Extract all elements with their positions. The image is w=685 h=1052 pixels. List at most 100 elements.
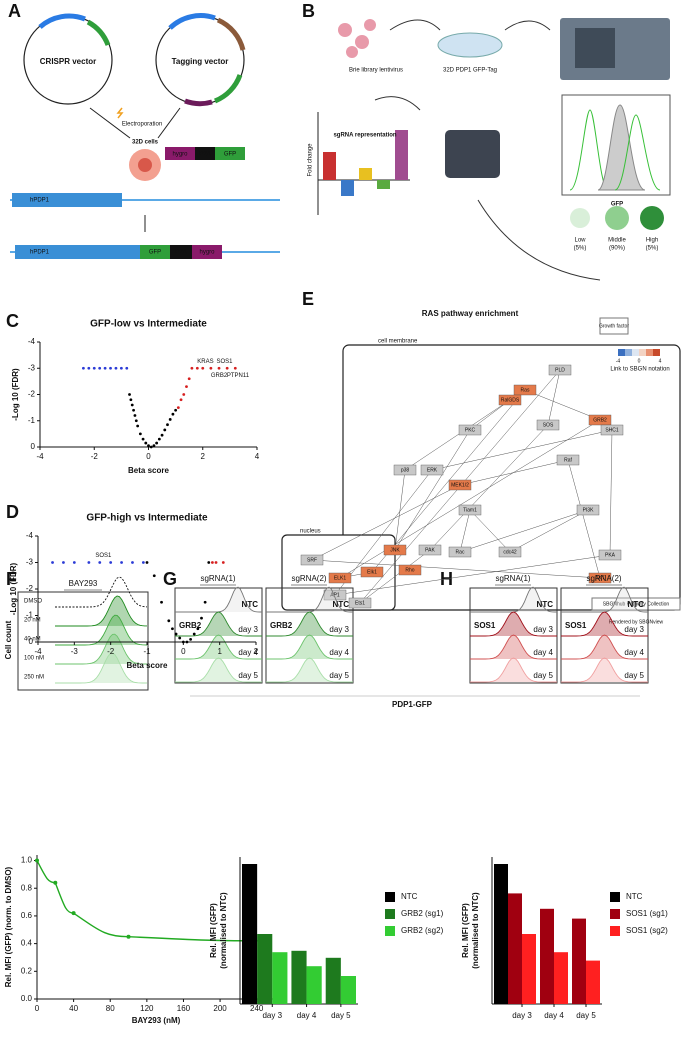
point [214,561,218,564]
x-tick-label: -4 [36,452,44,461]
x-axis-label: Beta score [127,661,168,670]
compartment-label: cell membrane [378,339,418,345]
x-tick-label: 4 [255,452,260,461]
node [448,546,472,558]
x-axis-label: Beta score [128,466,169,475]
x-tick-label: day 3 [262,1011,282,1020]
x-tick-label: day 4 [297,1011,317,1020]
point [126,934,131,939]
x-tick-label: -2 [91,452,99,461]
node-label: AKT [595,575,605,581]
cassette-label: GFP [224,152,236,158]
x-tick-label: 120 [140,1004,154,1013]
point [120,561,123,564]
note-label: SBGNhub Pathway Collection [603,601,670,607]
gate-label: High [646,238,658,244]
x-tick-label: -4 [34,647,42,656]
point [174,408,178,412]
edge [359,549,431,604]
node [536,419,560,431]
node [383,544,407,556]
point [221,561,225,564]
panel-label: F [6,569,17,589]
point [166,423,169,427]
plasmid-label: Tagging vector [172,57,229,66]
gene-label: GRB2 [179,621,202,630]
legend-swatch [610,892,620,902]
bar [306,966,322,1004]
bar [554,952,568,1004]
y-tick-label: 0 [31,442,36,451]
edge [371,389,526,573]
panel-label: B [302,1,315,21]
histogram-curve [55,652,147,684]
node [576,504,600,516]
point [71,911,76,916]
node-label: PKA [605,552,616,558]
node [448,479,472,491]
annotation: GRB2 [211,373,228,379]
histogram-curve [266,611,353,637]
colorbar-cell [653,349,660,356]
x-tick-label: 40 [69,1004,78,1013]
node [418,544,442,556]
x-tick-label: 80 [106,1004,115,1013]
point [82,366,85,370]
panel-label: A [8,1,21,21]
histogram-curve [561,611,648,637]
axis-label: GFP [611,202,623,208]
bar [586,960,600,1004]
step-label: sgRNA representation [333,133,396,139]
x-tick-label: day 4 [544,1011,564,1020]
legend-swatch [385,926,395,936]
colorbar-cell [618,349,625,356]
day-label: day 4 [329,648,349,657]
panel-label: E [302,289,314,309]
plasmid-label: CRISPR vector [40,57,96,66]
point [185,640,189,644]
node [393,464,417,476]
x-tick-label: 2 [254,647,259,656]
point [133,414,137,417]
edge [404,399,511,471]
histogram-curve [175,657,262,683]
y-axis-label: -Log 10 (FDR) [11,368,20,421]
point [168,418,172,421]
histogram-curve [175,634,262,660]
x-axis-label: BAY293 (nM) [132,1016,181,1025]
cassette-label: P2A [175,250,186,256]
point [160,433,164,437]
panel-a-art [10,13,280,259]
point [109,366,112,370]
day-label: day 4 [238,648,258,657]
y-axis-label: Rel. MFI (GFP) [209,903,218,958]
colorbar-tick: 4 [659,358,662,364]
cassette-label: P2A [199,152,210,158]
node-label: PLD [555,367,565,373]
y-tick-label: 0.8 [21,883,33,892]
point [114,366,118,370]
gene-label: hPDP1 [30,198,50,204]
histogram-title: BAY293 [69,579,98,588]
edge [339,419,601,579]
guide-label: sgRNA(2) [291,574,326,583]
x-tick-label: -1 [143,647,151,656]
node-label: RalGDS [501,397,520,403]
bar [272,952,288,1004]
gene-label: SOS1 [474,621,496,630]
node [458,424,482,436]
colorbar-tick: -4 [616,358,621,364]
annotation: SOS1 [216,359,233,365]
histogram-curve [561,634,648,660]
node [548,364,572,376]
x-tick-label: 0 [181,647,186,656]
legend-swatch [385,892,395,902]
step-label: Brie library lentivirus [349,68,403,74]
node-label: MEK1/2 [451,482,469,488]
x-tick-label: 0 [35,1004,40,1013]
note-label: Rendered by SBGNview [609,619,664,625]
point [125,366,129,370]
point [147,444,150,448]
condition-label: 40 nM [24,637,41,643]
point [87,366,91,370]
